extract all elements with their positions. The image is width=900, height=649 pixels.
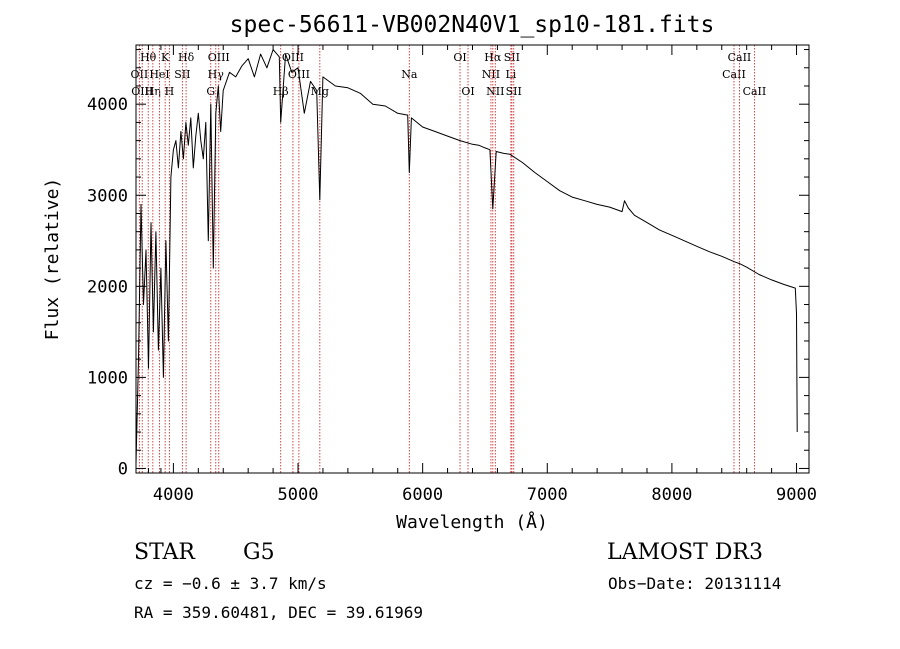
- y-tick-label-4000: 4000: [87, 95, 128, 115]
- line-label-8: Hδ: [178, 51, 195, 64]
- x-tick-label-6000: 6000: [402, 485, 443, 505]
- line-label-25: CaII: [722, 68, 746, 81]
- chart-title: spec-56611-VB002N40V1_sp10-181.fits: [230, 12, 715, 38]
- y-tick-label-3000: 3000: [87, 186, 128, 206]
- line-label-4: HeI: [149, 68, 169, 81]
- line-label-16: Na: [401, 68, 418, 81]
- line-label-5: K: [161, 51, 170, 64]
- y-tick-label-2000: 2000: [87, 277, 128, 297]
- x-tick-label-5000: 5000: [278, 485, 319, 505]
- line-label-18: OI: [461, 85, 474, 98]
- object-subclass: G5: [243, 540, 275, 565]
- x-axis-label: Wavelength (Å): [396, 511, 548, 533]
- spectrum-line: [135, 49, 798, 464]
- axes: 4000 5000 6000 7000 8000 9000 0 1000 2000 3000 400…: [87, 45, 817, 505]
- x-tick-label-8000: 8000: [651, 485, 692, 505]
- line-label-10: Hγ: [208, 68, 225, 81]
- line-label-26: CaII: [728, 51, 752, 64]
- object-type: STAR: [134, 540, 195, 565]
- line-label-3: Hη: [145, 85, 161, 98]
- x-tick-label-7000: 7000: [527, 485, 568, 505]
- coordinates: RA = 359.60481, DEC = 39.61969: [134, 603, 423, 622]
- line-label-2: Hθ: [140, 51, 157, 64]
- y-axis-label: Flux (relative): [42, 178, 63, 341]
- plot-frame: [135, 44, 810, 474]
- line-label-19: NII: [482, 68, 500, 81]
- line-label-24: SII: [506, 85, 522, 98]
- spectrum-trace: [135, 49, 798, 464]
- survey-name: LAMOST DR3: [607, 540, 763, 565]
- redshift-cz: cz = −0.6 ± 3.7 km/s: [134, 574, 327, 593]
- line-label-22: Li: [505, 68, 516, 81]
- x-tick-label-9000: 9000: [776, 485, 817, 505]
- spectral-line-markers: OIIOIIIHθHηHeIKHSIIHδGHγOIIIHβOIIIOIIIMg…: [131, 45, 767, 473]
- line-label-17: OI: [453, 51, 466, 64]
- y-tick-label-0: 0: [118, 459, 128, 479]
- line-label-9: G: [206, 85, 215, 98]
- line-label-12: Hβ: [273, 85, 289, 98]
- line-label-27: CaII: [743, 85, 767, 98]
- line-label-23: SII: [504, 51, 520, 64]
- line-label-1: OIII: [131, 85, 153, 98]
- observation-date: Obs−Date: 20131114: [608, 574, 782, 593]
- line-label-7: SII: [174, 68, 190, 81]
- line-label-15: Mg: [311, 85, 329, 98]
- line-label-11: OIII: [208, 51, 230, 64]
- x-tick-label-4000: 4000: [153, 485, 194, 505]
- line-label-6: H: [165, 85, 175, 98]
- line-label-20: Hα: [484, 51, 502, 64]
- y-tick-label-1000: 1000: [87, 368, 128, 388]
- line-label-0: OII: [131, 68, 149, 81]
- line-label-21: NII: [486, 85, 504, 98]
